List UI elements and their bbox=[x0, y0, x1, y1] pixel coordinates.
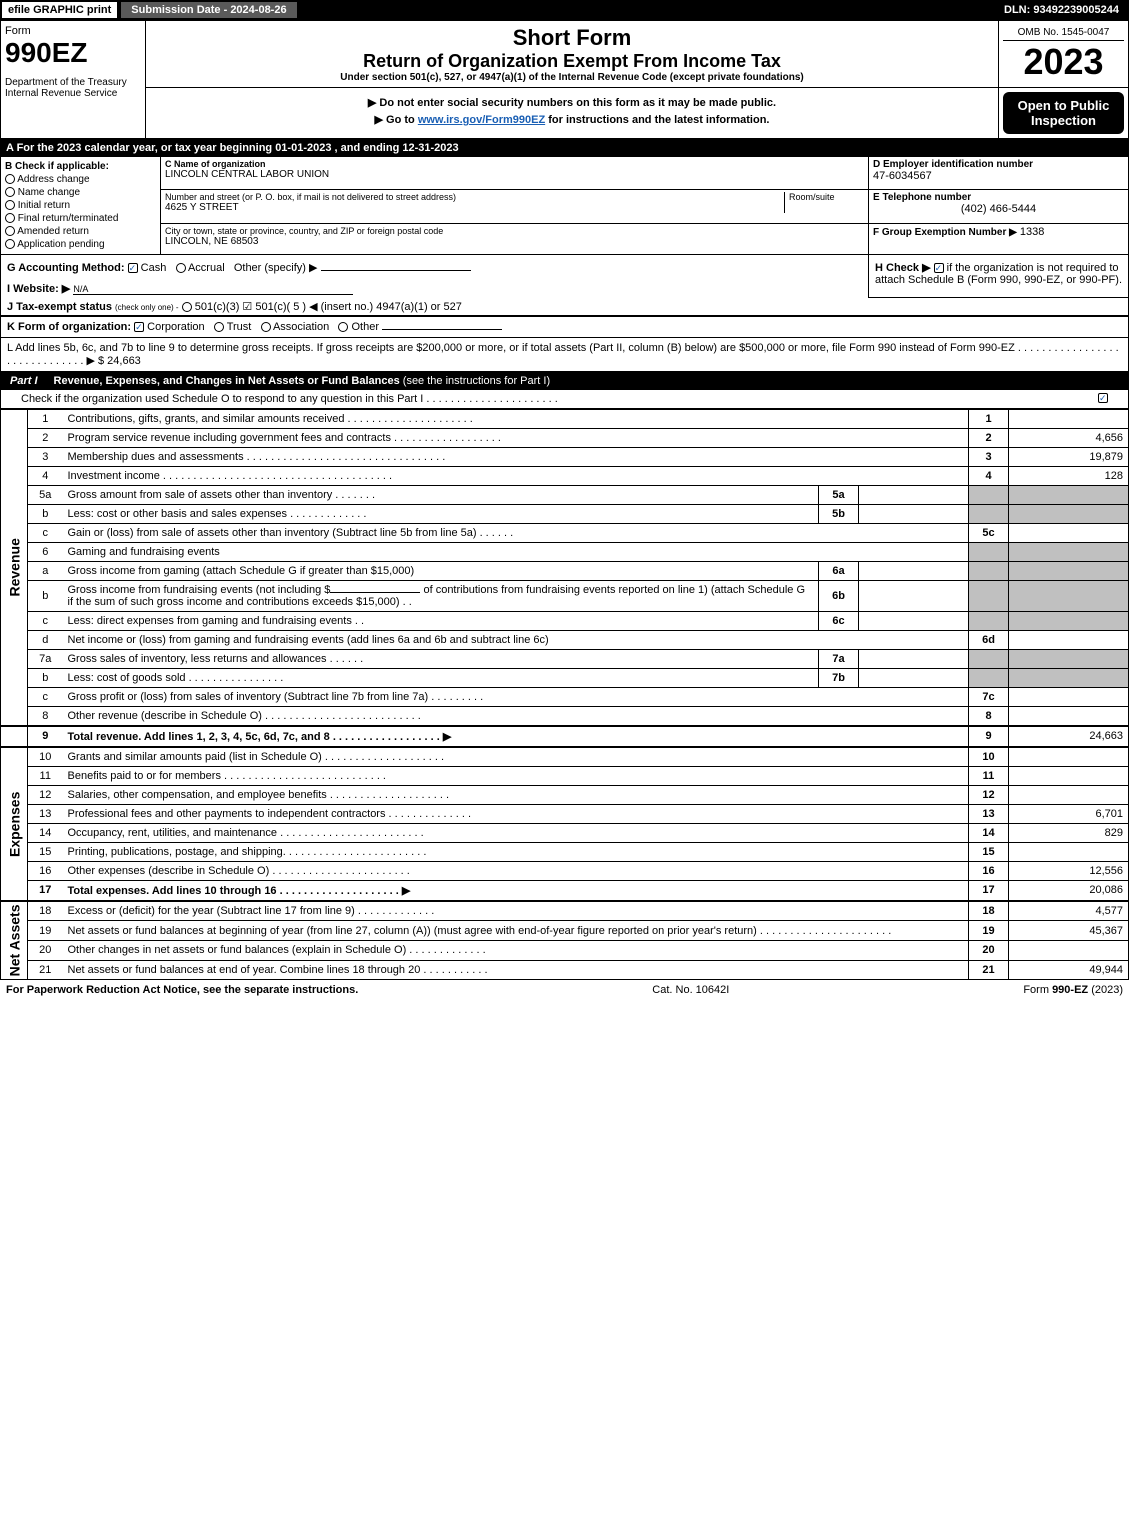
section-b-label: B Check if applicable: bbox=[5, 161, 156, 172]
title-under: Under section 501(c), 527, or 4947(a)(1)… bbox=[150, 72, 994, 83]
line-5b-val bbox=[859, 504, 969, 523]
line-16-val: 12,556 bbox=[1009, 861, 1129, 880]
line-1-val bbox=[1009, 409, 1129, 428]
g-label: G Accounting Method: bbox=[7, 262, 125, 274]
part-i-header: Part I Revenue, Expenses, and Changes in… bbox=[0, 372, 1129, 390]
expenses-label: Expenses bbox=[1, 747, 28, 901]
name-label: C Name of organization bbox=[165, 159, 864, 169]
line-3-val: 19,879 bbox=[1009, 447, 1129, 466]
cb-address[interactable]: Address change bbox=[5, 174, 156, 185]
street-value: 4625 Y STREET bbox=[165, 202, 784, 213]
cb-pending[interactable]: Application pending bbox=[5, 239, 156, 250]
cb-name[interactable]: Name change bbox=[5, 187, 156, 198]
group-ex-label: F Group Exemption Number ▶ bbox=[873, 227, 1017, 238]
line-7c-val bbox=[1009, 687, 1129, 706]
city-value: LINCOLN, NE 68503 bbox=[165, 236, 864, 247]
line-2-val: 4,656 bbox=[1009, 428, 1129, 447]
line-4-val: 128 bbox=[1009, 466, 1129, 485]
line-17-val: 20,086 bbox=[1009, 880, 1129, 901]
cb-final[interactable]: Final return/terminated bbox=[5, 213, 156, 224]
form-word: Form bbox=[5, 25, 141, 37]
part-i-table: Revenue 1 Contributions, gifts, grants, … bbox=[0, 409, 1129, 981]
line-14-val: 829 bbox=[1009, 823, 1129, 842]
line-8-val bbox=[1009, 706, 1129, 726]
dln: DLN: 93492239005244 bbox=[1004, 4, 1127, 16]
line-9-val: 24,663 bbox=[1009, 726, 1129, 747]
footer: For Paperwork Reduction Act Notice, see … bbox=[0, 980, 1129, 1000]
cb-schedule-b[interactable] bbox=[934, 263, 944, 273]
org-info-table: B Check if applicable: Address change Na… bbox=[0, 157, 1129, 255]
footer-cat: Cat. No. 10642I bbox=[652, 984, 729, 996]
cb-501c3[interactable] bbox=[182, 302, 192, 312]
netassets-label: Net Assets bbox=[1, 901, 28, 980]
website-value: N/A bbox=[73, 284, 353, 295]
cb-assoc[interactable] bbox=[261, 322, 271, 332]
line-15-val bbox=[1009, 842, 1129, 861]
ein-label: D Employer identification number bbox=[873, 159, 1124, 170]
revenue-label: Revenue bbox=[1, 409, 28, 726]
omb-number: OMB No. 1545-0047 bbox=[1003, 25, 1124, 41]
phone-value: (402) 466-5444 bbox=[873, 203, 1124, 215]
cb-accrual[interactable] bbox=[176, 263, 186, 273]
title-main: Return of Organization Exempt From Incom… bbox=[150, 51, 994, 72]
title-short: Short Form bbox=[150, 25, 994, 51]
j-label: J Tax-exempt status bbox=[7, 301, 112, 313]
line-6b-val bbox=[859, 580, 969, 611]
org-name: LINCOLN CENTRAL LABOR UNION bbox=[165, 169, 864, 180]
j-opts: 501(c)(3) ☑ 501(c)( 5 ) ◀ (insert no.) 4… bbox=[195, 301, 462, 313]
section-a-year: A For the 2023 calendar year, or tax yea… bbox=[0, 139, 1129, 157]
line-20-val bbox=[1009, 940, 1129, 960]
line-11-val bbox=[1009, 766, 1129, 785]
street-label: Number and street (or P. O. box, if mail… bbox=[165, 192, 784, 202]
other-method-input[interactable] bbox=[321, 270, 471, 271]
cb-other-org[interactable] bbox=[338, 322, 348, 332]
line-21-val: 49,944 bbox=[1009, 960, 1129, 980]
cb-amended[interactable]: Amended return bbox=[5, 226, 156, 237]
group-ex-value: 1338 bbox=[1020, 226, 1044, 238]
form-header: Form 990EZ Department of the Treasury In… bbox=[0, 20, 1129, 139]
ein-value: 47-6034567 bbox=[873, 170, 1124, 182]
tax-year: 2023 bbox=[1003, 41, 1124, 83]
submission-date: Submission Date - 2024-08-26 bbox=[121, 2, 296, 18]
line-7a-val bbox=[859, 649, 969, 668]
6b-blank[interactable] bbox=[330, 592, 420, 593]
line-13-val: 6,701 bbox=[1009, 804, 1129, 823]
gross-receipts: 24,663 bbox=[107, 355, 141, 367]
line-5a-val bbox=[859, 485, 969, 504]
top-bar: efile GRAPHIC print Submission Date - 20… bbox=[0, 0, 1129, 20]
cb-schedule-o[interactable] bbox=[1098, 393, 1108, 403]
line-10-val bbox=[1009, 747, 1129, 767]
city-label: City or town, state or province, country… bbox=[165, 226, 864, 236]
i-label: I Website: ▶ bbox=[7, 283, 70, 295]
note-ssn: ▶ Do not enter social security numbers o… bbox=[150, 96, 994, 109]
cb-cash[interactable] bbox=[128, 263, 138, 273]
line-6d-val bbox=[1009, 630, 1129, 649]
section-k: K Form of organization: Corporation Trus… bbox=[0, 315, 1129, 338]
footer-right: Form 990-EZ (2023) bbox=[1023, 984, 1123, 996]
dept-treasury: Department of the Treasury bbox=[5, 77, 141, 88]
irs-link[interactable]: www.irs.gov/Form990EZ bbox=[418, 114, 545, 126]
line-19-val: 45,367 bbox=[1009, 921, 1129, 941]
footer-left: For Paperwork Reduction Act Notice, see … bbox=[6, 984, 358, 996]
room-label: Room/suite bbox=[784, 192, 864, 213]
phone-label: E Telephone number bbox=[873, 192, 1124, 203]
cb-initial[interactable]: Initial return bbox=[5, 200, 156, 211]
cb-corp[interactable] bbox=[134, 322, 144, 332]
irs: Internal Revenue Service bbox=[5, 88, 141, 99]
part-i-check: Check if the organization used Schedule … bbox=[0, 390, 1129, 409]
cb-trust[interactable] bbox=[214, 322, 224, 332]
open-public-badge: Open to Public Inspection bbox=[1003, 92, 1124, 134]
section-l: L Add lines 5b, 6c, and 7b to line 9 to … bbox=[0, 338, 1129, 372]
line-7b-val bbox=[859, 668, 969, 687]
line-12-val bbox=[1009, 785, 1129, 804]
h-label: H Check ▶ bbox=[875, 262, 931, 274]
line-5c-val bbox=[1009, 523, 1129, 542]
other-org-input[interactable] bbox=[382, 329, 502, 330]
line-6c-val bbox=[859, 611, 969, 630]
note-link-row: ▶ Go to www.irs.gov/Form990EZ for instru… bbox=[150, 113, 994, 126]
line-18-val: 4,577 bbox=[1009, 901, 1129, 921]
form-number: 990EZ bbox=[5, 37, 141, 69]
efile-label: efile GRAPHIC print bbox=[2, 2, 117, 18]
line-6a-val bbox=[859, 561, 969, 580]
